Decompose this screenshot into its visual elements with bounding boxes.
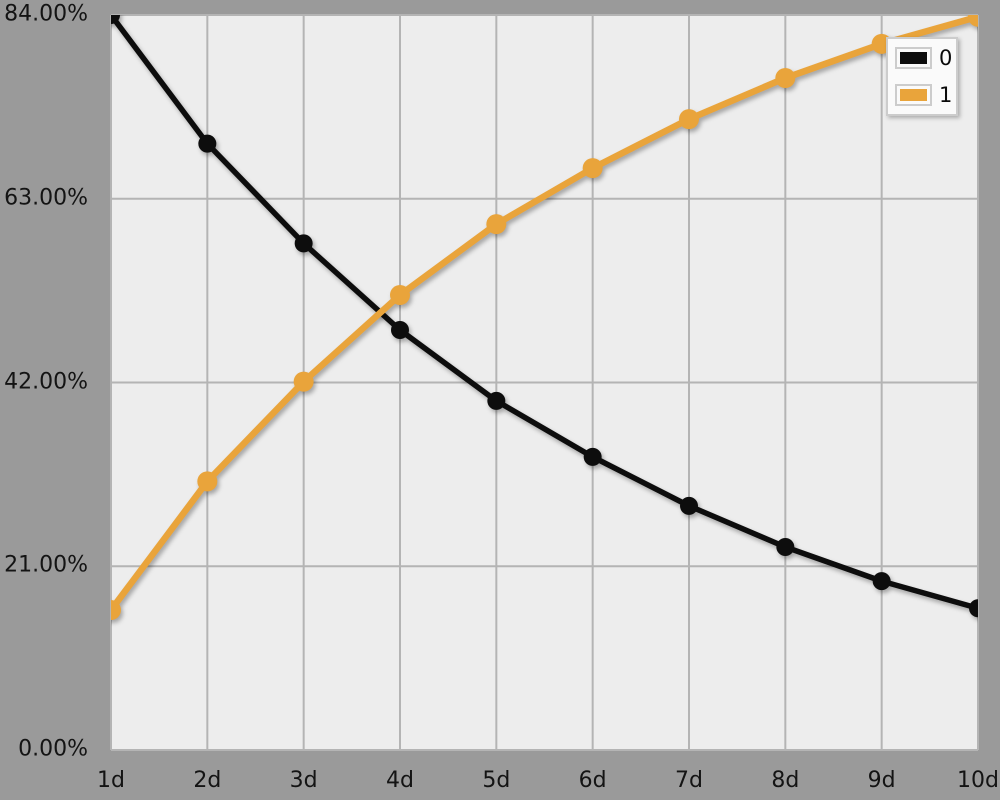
legend-item-series-1[interactable]: 1 — [895, 84, 956, 106]
x-tick-label: 7d — [675, 768, 703, 793]
y-tick-label: 84.00% — [4, 1, 88, 27]
series-1-point — [390, 285, 410, 305]
legend-swatch-series-1-icon — [895, 84, 932, 106]
y-tick-label: 0.00% — [18, 736, 88, 762]
x-axis-tick-labels: 1d 2d 3d 4d 5d 6d 7d 8d 9d 10d — [0, 768, 1000, 800]
series-0-line — [111, 15, 978, 611]
y-tick-label: 42.00% — [4, 368, 88, 394]
x-tick-label: 9d — [867, 768, 896, 793]
x-tick-label: 6d — [578, 768, 607, 793]
x-tick-label: 1d — [97, 768, 125, 793]
legend-label-series-0: 0 — [939, 45, 953, 70]
series-0-point — [198, 134, 217, 153]
series-1-point — [582, 158, 603, 179]
series-0-point — [294, 234, 313, 253]
x-tick-label: 2d — [193, 768, 222, 793]
series-0-point — [872, 572, 891, 591]
series-0-point — [391, 321, 409, 339]
legend: 0 1 — [886, 37, 958, 116]
series-0-point — [969, 599, 978, 618]
series-0-point — [776, 538, 795, 556]
legend-swatch-series-0-icon — [895, 47, 932, 69]
legend-label-series-1: 1 — [939, 82, 953, 107]
series-0-point — [487, 391, 506, 410]
series-1-point — [775, 68, 796, 88]
x-tick-label: 3d — [289, 768, 318, 793]
series-1-point — [486, 214, 507, 235]
legend-item-series-0[interactable]: 0 — [895, 47, 956, 69]
x-tick-label: 5d — [482, 768, 511, 793]
series-1-point — [679, 109, 699, 130]
series-0 — [111, 15, 978, 618]
series-0-point — [111, 15, 120, 24]
y-axis-tick-labels: 0.00% 21.00% 42.00% 63.00% 84.00% — [0, 0, 88, 800]
series-1-point — [111, 600, 121, 620]
series-0-point — [583, 447, 602, 466]
x-tick-label: 10d — [957, 768, 999, 793]
series-1-line — [111, 15, 978, 614]
x-tick-label: 8d — [771, 768, 800, 793]
x-tick-label: 4d — [386, 768, 414, 793]
series-1-point — [293, 371, 314, 392]
y-tick-label: 21.00% — [4, 552, 88, 578]
series-1-point — [968, 15, 978, 27]
series-0-point — [680, 496, 698, 515]
series-1-point — [197, 471, 218, 492]
y-tick-label: 63.00% — [4, 185, 88, 211]
